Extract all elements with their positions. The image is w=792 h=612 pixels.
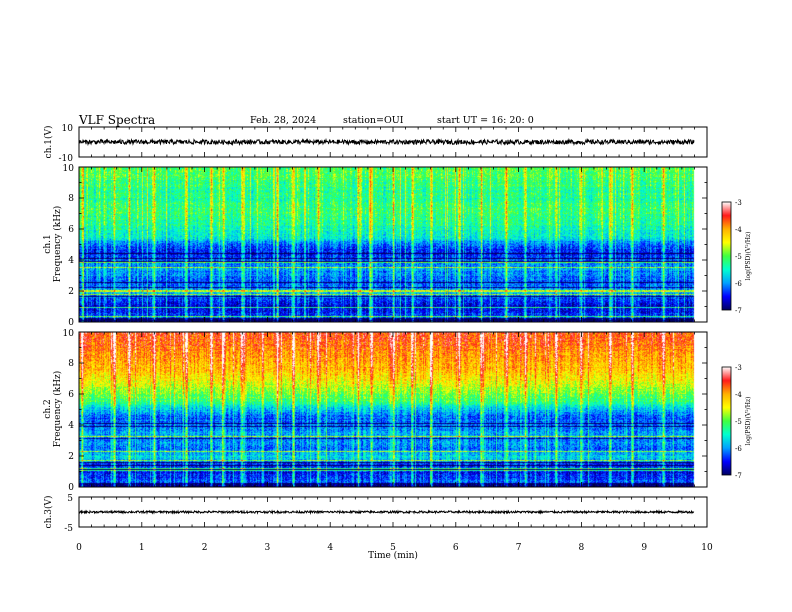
xtick-label: 3 [265, 543, 271, 553]
x-axis-label: Time (min) [368, 550, 418, 561]
xtick-label: 6 [453, 543, 459, 553]
ch1-ytick-top: 10 [62, 124, 74, 134]
ch1-spec-ytick: 10 [63, 164, 75, 174]
xtick-label: 10 [701, 543, 713, 553]
ch2-colorbar-tick: -6 [735, 445, 742, 453]
date-label: Feb. 28, 2024 [250, 115, 317, 126]
ch2-colorbar-tick: -4 [735, 391, 742, 399]
ch1-wave-ylabel: ch.1(V) [43, 126, 54, 159]
ch1-ytick-bottom: -10 [59, 154, 74, 164]
ch2-colorbar-tick: -7 [735, 472, 742, 480]
ch1-spec-ytick: 6 [68, 225, 74, 235]
ch1-spectrogram-heatmap [79, 167, 707, 322]
xtick-label: 5 [390, 543, 396, 553]
ch1-colorbar-gradient [721, 201, 732, 311]
start-ut-label: start UT = 16: 20: 0 [437, 115, 534, 126]
ch2-colorbar: -3 -4 -5 -6 -7 log(PSD)(V²/Hz) [721, 364, 752, 480]
ch2-spec-channel-label: ch.2 [43, 399, 53, 418]
ch2-colorbar-gradient [721, 366, 732, 476]
ch2-colorbar-tick: -5 [735, 418, 742, 426]
ch1-colorbar-tick: -3 [735, 199, 742, 207]
ch1-waveform-trace [78, 137, 695, 147]
ch1-spec-channel-label: ch.1 [43, 234, 53, 253]
ch1-spec-ytick: 4 [68, 256, 74, 266]
xtick-label: 2 [202, 543, 208, 553]
ch1-spec-ytick: 8 [68, 194, 74, 204]
ch1-spec-ylabel: Frequency (kHz) [52, 206, 63, 283]
ch2-spec-ytick: 4 [68, 421, 74, 431]
xtick-label: 0 [76, 543, 82, 553]
ch1-colorbar: -3 -4 -5 -6 -7 log(PSD)(V²/Hz) [721, 199, 752, 315]
ch1-colorbar-tick: -5 [735, 253, 742, 261]
ch3-ytick-top: 5 [67, 494, 73, 504]
ch1-colorbar-tick: -7 [735, 307, 742, 315]
ch1-spec-ytick: 2 [68, 287, 74, 297]
xtick-label: 1 [139, 543, 145, 553]
ch3-wave-ylabel: ch.3(V) [43, 496, 54, 529]
ch2-colorbar-label: log(PSD)(V²/Hz) [745, 397, 752, 446]
ch2-spec-ylabel: Frequency (kHz) [52, 371, 63, 448]
xtick-label: 9 [641, 543, 647, 553]
ch1-colorbar-label: log(PSD)(V²/Hz) [745, 232, 752, 281]
xtick-label: 7 [516, 543, 522, 553]
axis-ticks [78, 127, 708, 527]
xtick-label: 8 [579, 543, 585, 553]
xtick-label: 4 [327, 543, 333, 553]
ch2-spectrogram-heatmap [79, 332, 707, 487]
ch2-colorbar-tick: -3 [735, 364, 742, 372]
ch2-spec-ytick: 2 [68, 452, 74, 462]
ch3-ytick-bottom: -5 [64, 524, 73, 534]
station-label: station=OUI [343, 115, 404, 126]
ch3-waveform-trace [78, 509, 695, 515]
ch1-spec-ytick: 0 [68, 318, 74, 328]
ch1-colorbar-tick: -6 [735, 280, 742, 288]
ch2-spec-ytick: 0 [68, 483, 74, 493]
ch1-colorbar-tick: -4 [735, 226, 742, 234]
ch2-spec-ytick: 6 [68, 390, 74, 400]
ch2-spec-ytick: 10 [63, 329, 75, 339]
ch2-spec-ytick: 8 [68, 359, 74, 369]
chart-title: VLF Spectra [79, 113, 156, 127]
